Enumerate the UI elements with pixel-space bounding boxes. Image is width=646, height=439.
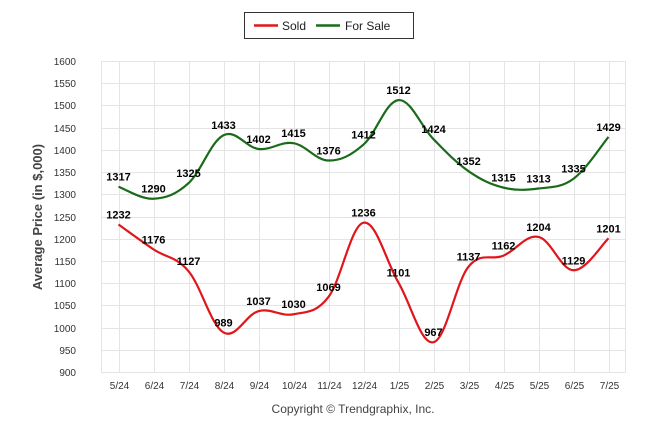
x-tick-label: 6/24 — [145, 381, 165, 392]
y-tick-label: 1600 — [54, 57, 77, 68]
data-label-sold: 967 — [424, 327, 442, 339]
gridlines — [101, 61, 626, 373]
y-tick-label: 1350 — [54, 168, 77, 179]
x-tick-label: 5/24 — [110, 381, 130, 392]
x-tick-label: 7/25 — [600, 381, 620, 392]
x-tick-label: 4/25 — [495, 381, 515, 392]
y-tick-label: 1100 — [54, 279, 76, 290]
data-label-for-sale: 1415 — [281, 128, 305, 140]
data-label-for-sale: 1424 — [421, 124, 446, 136]
data-label-for-sale: 1335 — [561, 164, 585, 176]
y-tick-label: 1200 — [54, 235, 77, 246]
data-label-for-sale: 1512 — [386, 85, 410, 97]
x-tick-label: 9/24 — [250, 381, 270, 392]
data-label-sold: 1069 — [316, 282, 340, 294]
data-label-sold: 1030 — [281, 299, 305, 311]
axes: 900 950 1000 1050 1100 1150 1200 1250 1300 1350 14… — [54, 57, 620, 392]
data-label-sold: 1037 — [246, 296, 270, 308]
x-tick-label: 7/24 — [180, 381, 200, 392]
data-label-for-sale: 1290 — [141, 184, 165, 196]
x-tick-label: 8/24 — [215, 381, 235, 392]
x-tick-label: 3/25 — [460, 381, 480, 392]
data-label-sold: 1232 — [106, 209, 130, 221]
data-label-for-sale: 1325 — [176, 168, 200, 180]
y-tick-label: 1450 — [54, 124, 77, 135]
y-tick-label: 1300 — [54, 190, 77, 201]
data-label-for-sale: 1412 — [351, 130, 375, 142]
x-tick-label: 2/25 — [425, 381, 445, 392]
data-label-sold: 1129 — [562, 255, 586, 267]
data-label-for-sale: 1315 — [491, 173, 515, 185]
series — [117, 99, 610, 344]
data-label-sold: 1162 — [492, 241, 516, 253]
x-tick-label: 1/25 — [390, 381, 410, 392]
y-tick-label: 1000 — [54, 324, 77, 335]
x-tick-label: 5/25 — [530, 381, 550, 392]
data-label-for-sale: 1317 — [106, 172, 130, 184]
y-tick-label: 1400 — [54, 146, 77, 157]
legend: Sold For Sale — [244, 12, 414, 39]
data-label-sold: 1137 — [457, 252, 481, 264]
y-tick-label: 1550 — [54, 79, 77, 90]
x-tick-label: 10/24 — [282, 381, 307, 392]
y-tick-label: 1150 — [54, 257, 76, 268]
data-labels: 1232 1176 1127 989 1037 1030 1069 1236 1101 967 11… — [106, 85, 620, 339]
y-tick-label: 1500 — [54, 101, 77, 112]
data-label-sold: 989 — [214, 317, 232, 329]
data-label-for-sale: 1429 — [596, 122, 620, 134]
x-tick-label: 11/24 — [317, 381, 342, 392]
data-label-sold: 1204 — [526, 222, 551, 234]
x-tick-label: 12/24 — [352, 381, 377, 392]
data-label-sold: 1101 — [387, 268, 411, 280]
y-tick-label: 950 — [59, 346, 76, 357]
data-label-sold: 1176 — [142, 234, 166, 246]
data-label-for-sale: 1376 — [316, 146, 340, 158]
data-label-for-sale: 1352 — [456, 156, 480, 168]
copyright-footer: Copyright © Trendgraphix, Inc. — [272, 402, 435, 416]
data-label-for-sale: 1402 — [246, 134, 270, 146]
series-line-for-sale — [118, 99, 610, 200]
x-tick-label: 6/25 — [565, 381, 585, 392]
y-tick-label: 900 — [59, 368, 76, 379]
y-tick-label: 1250 — [54, 213, 77, 224]
data-label-for-sale: 1313 — [526, 174, 550, 186]
data-label-for-sale: 1433 — [211, 120, 235, 132]
y-tick-label: 1050 — [54, 301, 77, 312]
series-line-sold — [117, 221, 610, 344]
legend-label-for-sale: For Sale — [345, 19, 391, 33]
data-label-sold: 1201 — [596, 223, 620, 235]
y-axis-title: Average Price (in $,000) — [30, 144, 45, 290]
legend-label-sold: Sold — [282, 19, 306, 33]
data-label-sold: 1127 — [177, 256, 201, 268]
data-label-sold: 1236 — [351, 208, 375, 220]
